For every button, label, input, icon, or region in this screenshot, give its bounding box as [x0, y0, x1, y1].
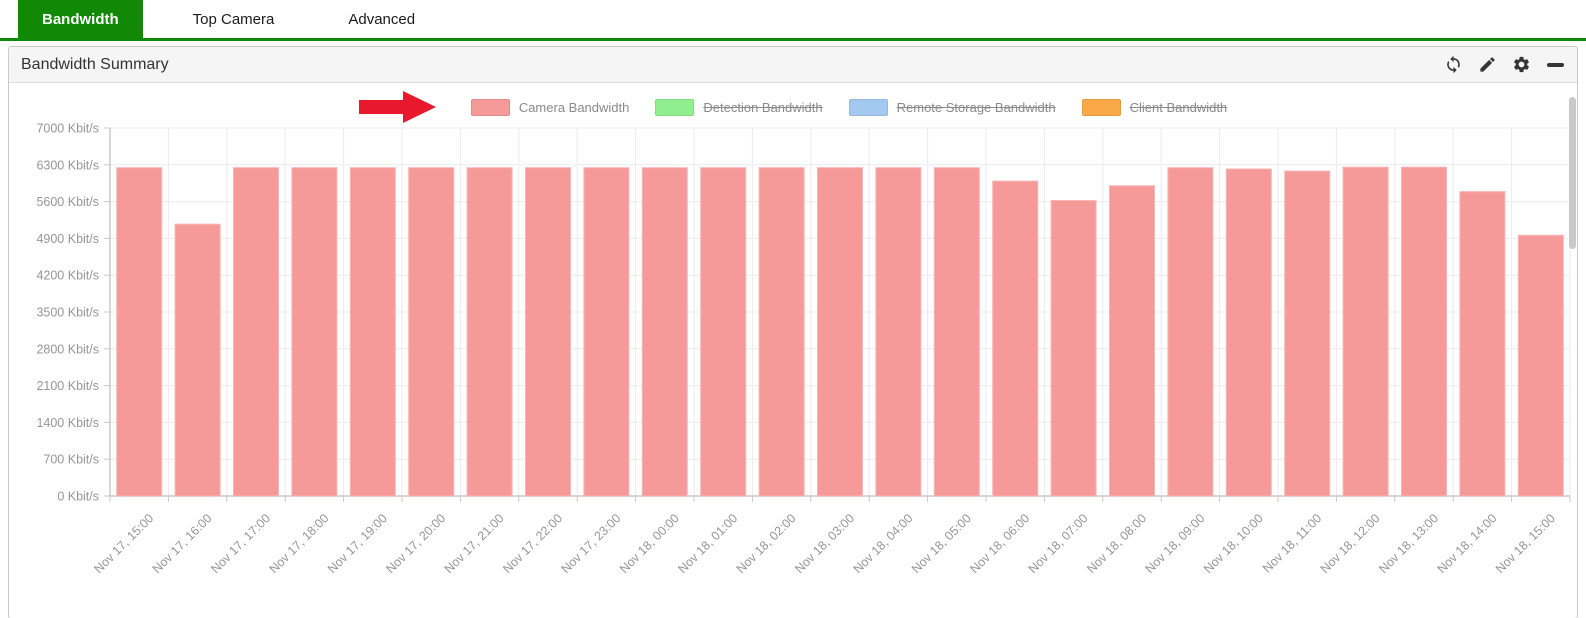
x-tick-label: Nov 18, 15:00: [1493, 511, 1558, 576]
legend-item-detection-bandwidth[interactable]: Detection Bandwidth: [655, 98, 823, 116]
legend-item-camera-bandwidth[interactable]: Camera Bandwidth: [470, 98, 630, 116]
chart-bar[interactable]: [641, 167, 688, 497]
x-tick-label: Nov 18, 11:00: [1260, 511, 1324, 575]
legend-label-remote-storage: Remote Storage Bandwidth: [896, 99, 1056, 115]
chart-bar[interactable]: [1517, 234, 1564, 497]
edit-pencil-icon[interactable]: [1478, 55, 1497, 74]
chart-bar[interactable]: [408, 167, 455, 497]
x-tick-label: Nov 17, 18:00: [267, 511, 332, 576]
x-tick-label: Nov 18, 09:00: [1143, 511, 1208, 576]
x-tick-label: Nov 18, 02:00: [734, 511, 799, 576]
x-tick-label: Nov 17, 20:00: [383, 511, 448, 576]
legend-label-client: Client Bandwidth: [1129, 99, 1228, 115]
x-tick-label: Nov 18, 14:00: [1435, 511, 1500, 576]
panel-body: Camera Bandwidth Detection Bandwidth Rem…: [9, 83, 1577, 618]
y-tick-label: 7000 Kbit/s: [36, 122, 99, 136]
chart-area: 0 Kbit/s 700 Kbit/s 1400 Kbit/s 2100 Kbit/s…: [9, 121, 1577, 618]
chart-bar[interactable]: [525, 167, 571, 497]
chart-bar[interactable]: [1342, 166, 1389, 497]
tab-bar: Bandwidth Top Camera Advanced: [0, 0, 1586, 41]
tab-advanced-label: Advanced: [348, 10, 416, 28]
tab-advanced[interactable]: Advanced: [324, 0, 439, 38]
tab-top-camera-label: Top Camera: [192, 10, 275, 28]
y-tick-label: 5600 Kbit/s: [36, 195, 99, 209]
x-tick-label: Nov 18, 08:00: [1084, 511, 1149, 576]
x-tick-label: Nov 18, 05:00: [909, 511, 974, 576]
x-tick-label: Nov 18, 03:00: [792, 511, 857, 576]
tab-bandwidth[interactable]: Bandwidth: [18, 0, 143, 38]
settings-gear-icon[interactable]: [1512, 55, 1531, 74]
x-tick-label: Nov 18, 06:00: [967, 511, 1032, 576]
chart-bar[interactable]: [233, 167, 279, 497]
chart-bar[interactable]: [1050, 200, 1097, 497]
chart-bar[interactable]: [992, 180, 1039, 497]
chart-bar[interactable]: [116, 167, 163, 497]
legend-label-camera: Camera Bandwidth: [518, 99, 630, 115]
y-tick-label: 4900 Kbit/s: [36, 232, 99, 246]
x-tick-label: Nov 18, 07:00: [1026, 511, 1091, 576]
x-tick-label: Nov 17, 16:00: [150, 511, 215, 576]
bandwidth-summary-panel: Bandwidth Summary Camera Bandwidth: [8, 46, 1578, 618]
chart-bar[interactable]: [700, 167, 747, 497]
x-tick-label: Nov 17, 15:00: [91, 511, 156, 576]
chart-bar[interactable]: [1225, 168, 1272, 497]
legend-swatch-remote-storage: [848, 98, 888, 116]
chart-bar[interactable]: [583, 167, 630, 497]
chart-legend: Camera Bandwidth Detection Bandwidth Rem…: [9, 83, 1577, 124]
chart-bar[interactable]: [1401, 166, 1447, 497]
right-arrow-icon: [358, 91, 436, 123]
chart-bar[interactable]: [758, 167, 805, 497]
chart-bar[interactable]: [291, 167, 338, 497]
legend-item-client-bandwidth[interactable]: Client Bandwidth: [1081, 98, 1228, 116]
legend-swatch-camera: [470, 98, 510, 116]
legend-swatch-client: [1081, 98, 1121, 116]
x-tick-label: Nov 17, 23:00: [559, 511, 624, 576]
refresh-icon[interactable]: [1444, 55, 1463, 74]
x-tick-label: Nov 18, 13:00: [1376, 511, 1441, 576]
chart-bar[interactable]: [1167, 167, 1214, 497]
chart-bar[interactable]: [1459, 191, 1506, 497]
chart-bar[interactable]: [933, 167, 980, 497]
y-tick-label: 700 Kbit/s: [43, 453, 99, 467]
tab-top-camera[interactable]: Top Camera: [169, 0, 299, 38]
x-tick-label: Nov 17, 22:00: [500, 511, 565, 576]
bandwidth-bar-chart: 0 Kbit/s 700 Kbit/s 1400 Kbit/s 2100 Kbit/s…: [36, 122, 1571, 576]
x-tick-label: Nov 18, 01:00: [675, 511, 740, 576]
tab-bandwidth-label: Bandwidth: [42, 10, 119, 28]
y-tick-label: 1400 Kbit/s: [36, 416, 99, 430]
y-tick-label: 0 Kbit/s: [57, 490, 99, 504]
red-arrow-annotation: [358, 90, 437, 124]
y-tick-label: 6300 Kbit/s: [36, 158, 99, 172]
vertical-scrollbar-thumb[interactable]: [1569, 97, 1576, 249]
x-tick-label: Nov 18, 04:00: [851, 511, 916, 576]
chart-bar[interactable]: [1284, 170, 1331, 497]
x-tick-label: Nov 17, 19:00: [325, 511, 390, 576]
x-tick-label: Nov 18, 10:00: [1201, 511, 1266, 576]
y-tick-label: 2800 Kbit/s: [36, 342, 99, 356]
legend-item-remote-storage-bandwidth[interactable]: Remote Storage Bandwidth: [848, 98, 1056, 116]
legend-label-detection: Detection Bandwidth: [703, 99, 823, 115]
chart-bar[interactable]: [466, 167, 513, 497]
legend-swatch-detection: [655, 98, 695, 116]
panel-header-icons: [1444, 55, 1565, 74]
collapse-minus-icon[interactable]: [1546, 55, 1565, 74]
panel-header: Bandwidth Summary: [9, 47, 1577, 83]
y-tick-label: 4200 Kbit/s: [36, 269, 99, 283]
chart-bar[interactable]: [875, 167, 922, 497]
panel-title: Bandwidth Summary: [21, 55, 169, 73]
chart-bar[interactable]: [174, 223, 221, 497]
x-tick-label: Nov 17, 17:00: [208, 511, 273, 576]
chart-bar[interactable]: [349, 167, 396, 497]
x-tick-label: Nov 17, 21:00: [442, 511, 507, 576]
chart-bar[interactable]: [817, 167, 863, 497]
y-tick-label: 2100 Kbit/s: [36, 379, 99, 393]
chart-bar[interactable]: [1109, 185, 1155, 497]
y-tick-label: 3500 Kbit/s: [36, 306, 99, 320]
x-tick-label: Nov 18, 00:00: [617, 511, 682, 576]
x-tick-label: Nov 18, 12:00: [1318, 511, 1383, 576]
